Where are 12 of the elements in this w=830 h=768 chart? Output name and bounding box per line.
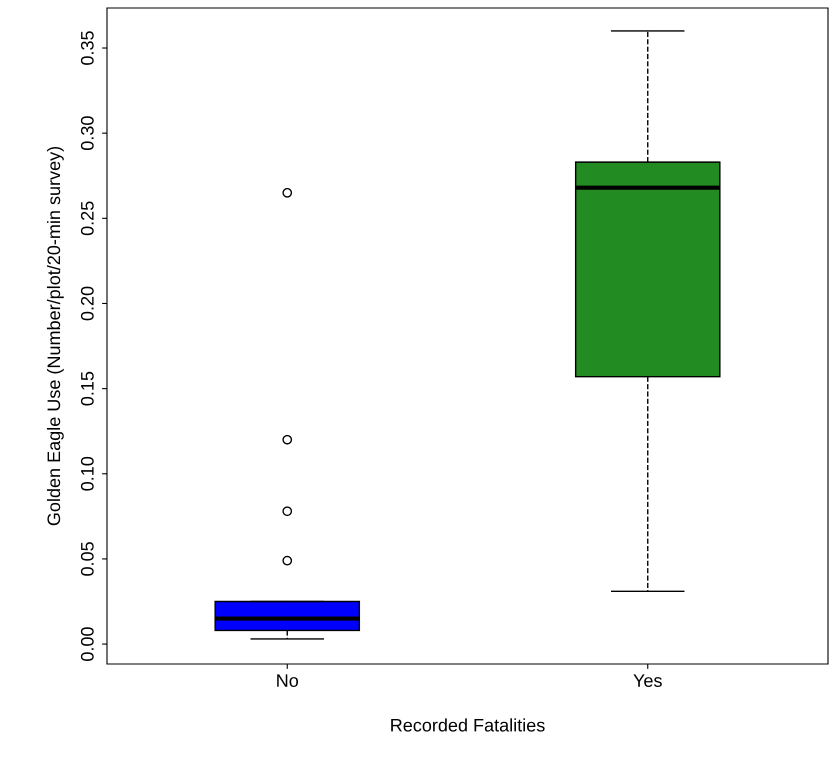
y-tick-label: 0.20: [80, 286, 94, 320]
y-tick-label: 0.05: [80, 542, 94, 576]
y-tick-label: 0.00: [80, 627, 94, 661]
y-tick-label: 0.30: [80, 116, 94, 150]
x-tick-label: No: [277, 674, 298, 687]
y-tick-label: 0.25: [80, 202, 94, 236]
y-axis-title: Golden Eagle Use (Number/plot/20-min survey): [46, 146, 64, 526]
x-tick-label: Yes: [633, 674, 662, 687]
x-axis-title: Recorded Fatalities: [391, 718, 545, 732]
y-tick-label: 0.15: [80, 372, 94, 406]
y-tick-label: 0.10: [80, 456, 94, 491]
y-tick-label: 0.35: [80, 31, 94, 65]
